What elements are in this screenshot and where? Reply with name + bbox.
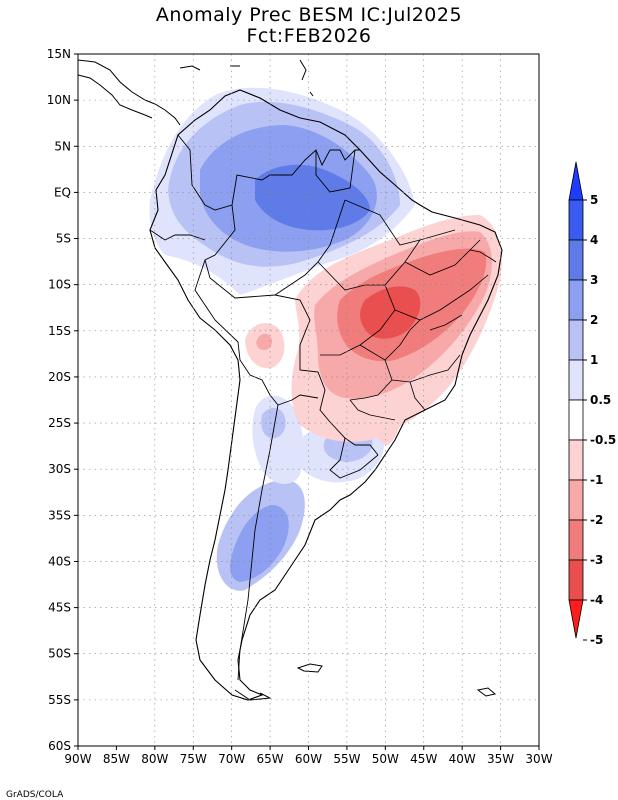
grads-credit: GrADS/COLA xyxy=(6,790,64,800)
lat-tick-label: 50S xyxy=(48,647,71,661)
lat-tick-label: 10N xyxy=(47,93,71,107)
lon-tick-label: 45W xyxy=(410,752,437,766)
colorbar-label: -0.5 xyxy=(590,433,616,447)
colorbar-label: -4 xyxy=(590,593,603,607)
lat-tick-label: 40S xyxy=(48,554,71,568)
colorbar-segment xyxy=(568,239,584,281)
lat-tick-label: 35S xyxy=(48,508,71,522)
colorbar-top-arrow xyxy=(568,161,584,201)
colorbar-label: 5 xyxy=(590,193,598,207)
colorbar-segment xyxy=(568,199,584,241)
colorbar-label: 3 xyxy=(590,273,598,287)
map-axes: 90W 85W 80W 75W 70W 65W 60W 55W 50W 45W 40W 35W 30W 1… xyxy=(47,47,553,766)
lon-tick-label: 90W xyxy=(64,752,91,766)
positive-anomaly-amazon-l4 xyxy=(255,164,370,231)
negative-anomaly-southeast-brazil xyxy=(372,394,402,445)
positive-anomaly-argentina-north-l2 xyxy=(261,407,286,439)
lat-tick-label: 45S xyxy=(48,601,71,615)
lat-tick-label: 15S xyxy=(48,324,71,338)
lon-tick-label: 80W xyxy=(141,752,168,766)
lat-tick-label: 10S xyxy=(48,278,71,292)
anomaly-shading xyxy=(149,87,502,591)
lon-tick-label: 65W xyxy=(257,752,284,766)
lat-tick-label: 20S xyxy=(48,370,71,384)
colorbar-segment xyxy=(568,439,584,481)
colorbar-label: 4 xyxy=(590,233,598,247)
colorbar: 5 4 3 2 1 0.5 -0.5 -1 -2 -3 -4 -5 xyxy=(568,161,616,647)
colorbar-label: -5 xyxy=(590,633,603,647)
lat-tick-label: 60S xyxy=(48,739,71,753)
colorbar-label: -2 xyxy=(590,513,603,527)
map-area xyxy=(78,54,539,746)
colorbar-segment xyxy=(568,479,584,521)
map-title-line2: Fct:FEB2026 xyxy=(246,25,371,47)
lon-tick-label: 40W xyxy=(449,752,476,766)
lon-tick-label: 35W xyxy=(487,752,514,766)
lon-tick-label: 70W xyxy=(218,752,245,766)
lat-tick-label: EQ xyxy=(54,185,71,199)
colorbar-segment xyxy=(568,399,584,441)
lon-tick-label: 75W xyxy=(180,752,207,766)
central-america-coastline xyxy=(78,59,181,126)
colorbar-label: -3 xyxy=(590,553,603,567)
lat-tick-label: 5S xyxy=(56,232,71,246)
negative-anomaly-brazil-l4 xyxy=(360,286,421,339)
colorbar-label: -1 xyxy=(590,473,603,487)
colorbar-label: 1 xyxy=(590,353,598,367)
lat-tick-label: 15N xyxy=(47,47,71,61)
colorbar-bottom-arrow xyxy=(568,599,584,639)
colorbar-segment xyxy=(568,279,584,321)
lat-tick-label: 5N xyxy=(54,139,71,153)
south-america-coastline xyxy=(149,89,503,701)
lon-tick-label: 30W xyxy=(525,752,552,766)
colorbar-label: 0.5 xyxy=(590,393,611,407)
colorbar-label: 2 xyxy=(590,313,598,327)
map-title-line1: Anomaly Prec BESM IC:Jul2025 xyxy=(156,4,462,26)
lon-tick-label: 85W xyxy=(103,752,130,766)
lon-tick-label: 60W xyxy=(295,752,322,766)
lat-tick-label: 30S xyxy=(48,462,71,476)
southern-islands xyxy=(234,663,497,701)
country-borders xyxy=(149,134,379,681)
colorbar-segment xyxy=(568,319,584,361)
colorbar-segment xyxy=(568,559,584,601)
lon-tick-label: 50W xyxy=(372,752,399,766)
colorbar-segment xyxy=(568,359,584,401)
lat-tick-label: 55S xyxy=(48,693,71,707)
lon-tick-label: 55W xyxy=(333,752,360,766)
colorbar-segment xyxy=(568,519,584,561)
positive-anomaly-argentina-south-l2 xyxy=(230,505,289,582)
lat-tick-label: 25S xyxy=(48,416,71,430)
negative-anomaly-bolivia-l2 xyxy=(256,333,273,350)
